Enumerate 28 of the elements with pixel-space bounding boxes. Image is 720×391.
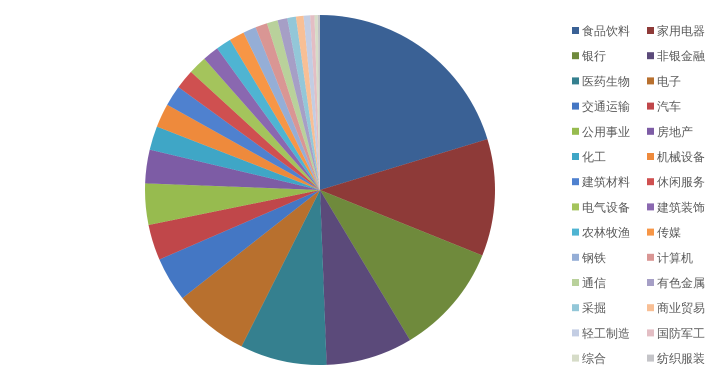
- legend-label: 农林牧渔: [582, 226, 630, 240]
- legend-label: 计算机: [657, 250, 693, 265]
- legend-label: 家用电器: [657, 24, 705, 38]
- legend-label: 食品饮料: [582, 24, 630, 38]
- legend-label: 国防军工: [657, 326, 705, 340]
- legend-label: 银行: [581, 49, 606, 64]
- legend-label: 公用事业: [582, 124, 630, 139]
- legend-label: 化工: [582, 150, 606, 164]
- legend-label: 机械设备: [657, 150, 705, 164]
- legend-label: 建筑材料: [581, 175, 630, 190]
- legend-label: 通信: [582, 276, 606, 290]
- legend-label: 建筑装饰: [656, 200, 705, 214]
- legend-label: 医药生物: [582, 74, 630, 88]
- legend-label: 电气设备: [582, 200, 630, 214]
- legend-label: 商业贸易: [657, 301, 705, 316]
- legend-label: 轻工制造: [582, 326, 630, 340]
- legend-label: 采掘: [582, 301, 606, 316]
- legend-label: 房地产: [657, 124, 693, 139]
- legend-label: 综合: [582, 352, 606, 366]
- legend-label: 交通运输: [582, 100, 630, 114]
- legend-label: 纺织服装: [657, 352, 705, 366]
- legend-label: 传媒: [657, 226, 681, 240]
- legend-label: 有色金属: [657, 276, 705, 290]
- legend-label: 休闲服务: [657, 175, 705, 190]
- legend-label: 电子: [657, 74, 681, 88]
- legend-label: 钢铁: [581, 250, 606, 265]
- legend-label: 汽车: [657, 100, 681, 114]
- legend-label: 非银金融: [657, 49, 705, 64]
